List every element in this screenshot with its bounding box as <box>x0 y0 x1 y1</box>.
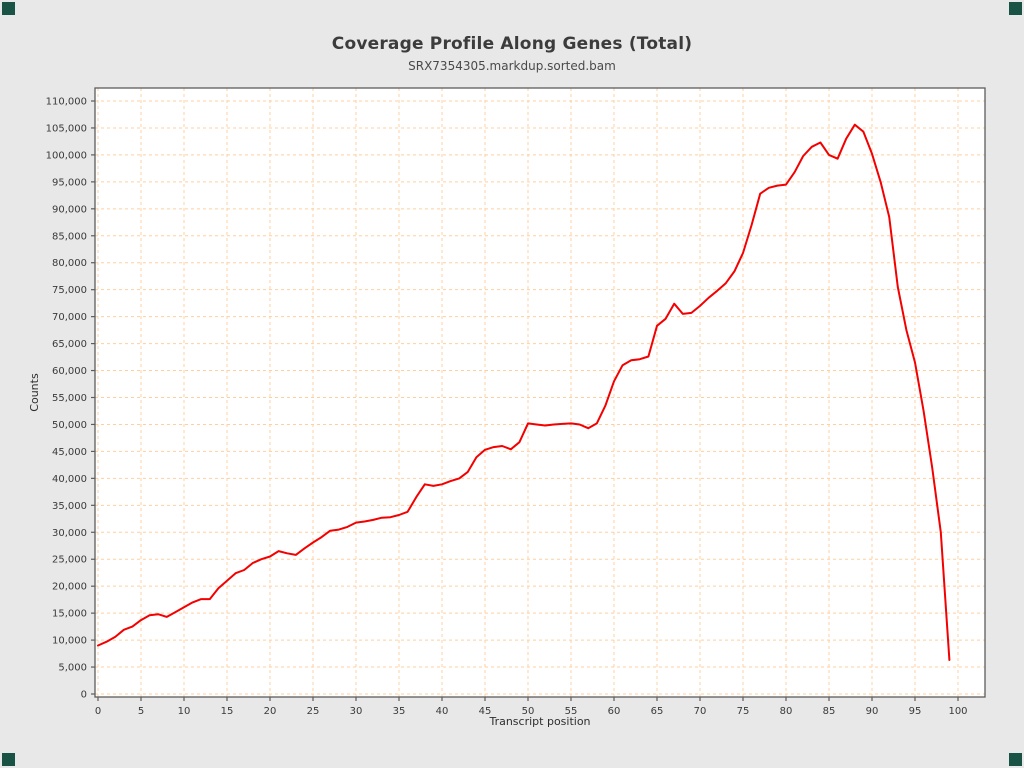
x-tick-label: 30 <box>350 706 363 717</box>
x-tick-label: 35 <box>393 706 406 717</box>
x-tick-label: 80 <box>780 706 793 717</box>
coverage-line <box>97 123 951 661</box>
x-axis-label: Transcript position <box>488 715 590 728</box>
y-tick-label: 35,000 <box>52 501 87 512</box>
x-tick-label: 90 <box>866 706 879 717</box>
y-tick-label: 70,000 <box>52 312 87 323</box>
y-tick-label: 65,000 <box>52 339 87 350</box>
x-tick-label: 15 <box>221 706 234 717</box>
x-tick-label: 25 <box>307 706 320 717</box>
y-tick-label: 30,000 <box>52 528 87 539</box>
plot-border <box>94 87 986 698</box>
y-tick-label: 105,000 <box>46 123 87 134</box>
y-tick-label: 55,000 <box>52 393 87 404</box>
y-tick-label: 95,000 <box>52 177 87 188</box>
y-tick-label: 50,000 <box>52 420 87 431</box>
x-tick-label: 45 <box>479 706 492 717</box>
y-tick-label: 0 <box>81 690 87 701</box>
corner-marker-top-left <box>2 2 15 15</box>
y-tick-label: 15,000 <box>52 609 87 620</box>
x-tick-label: 10 <box>178 706 191 717</box>
x-tick-label: 5 <box>138 706 144 717</box>
y-tick-label: 45,000 <box>52 447 87 458</box>
chart-subtitle: SRX7354305.markdup.sorted.bam <box>408 59 616 73</box>
y-tick-label: 110,000 <box>46 97 87 108</box>
x-tick-label: 70 <box>694 706 707 717</box>
x-tick-label: 0 <box>95 706 101 717</box>
x-tick-label: 65 <box>651 706 664 717</box>
x-tick-label: 20 <box>264 706 277 717</box>
plot-area <box>95 88 985 697</box>
x-tick-label: 75 <box>737 706 750 717</box>
y-tick-label: 75,000 <box>52 285 87 296</box>
x-tick-label: 50 <box>522 706 535 717</box>
y-tick-label: 10,000 <box>52 636 87 647</box>
y-axis-label: Counts <box>28 373 41 412</box>
x-tick-label: 60 <box>608 706 621 717</box>
x-tick-label: 85 <box>823 706 836 717</box>
page-title: Coverage Profile Along Genes (Total) <box>331 34 693 54</box>
y-tick-label: 80,000 <box>52 258 87 269</box>
x-tick-label: 40 <box>436 706 449 717</box>
x-tick-label: 100 <box>948 706 967 717</box>
corner-marker-bottom-left <box>2 753 15 766</box>
y-tick-label: 100,000 <box>46 150 87 161</box>
y-tick-label: 25,000 <box>52 555 87 566</box>
y-tick-label: 90,000 <box>52 204 87 215</box>
corner-marker-bottom-right <box>1009 753 1022 766</box>
y-tick-label: 60,000 <box>52 366 87 377</box>
x-tick-label: 55 <box>565 706 578 717</box>
y-tick-label: 20,000 <box>52 582 87 593</box>
corner-marker-top-right <box>1009 2 1022 15</box>
y-tick-label: 85,000 <box>52 231 87 242</box>
y-tick-label: 5,000 <box>58 663 87 674</box>
x-tick-label: 95 <box>909 706 922 717</box>
y-tick-label: 40,000 <box>52 474 87 485</box>
